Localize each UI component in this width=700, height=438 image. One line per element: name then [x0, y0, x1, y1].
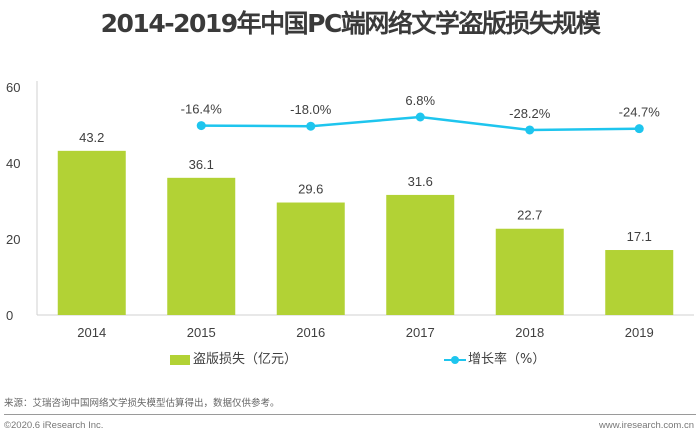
growth-line: -16.4% -18.0% 6.8% -28.2% -24.7%	[181, 93, 661, 135]
growth-value-label: 6.8%	[405, 93, 435, 108]
growth-value-label: -24.7%	[619, 105, 661, 120]
bar-2016	[276, 202, 345, 315]
bar-value-label: 43.2	[79, 130, 104, 145]
x-tick-label: 2017	[406, 325, 435, 340]
copyright: ©2020.6 iResearch Inc.	[4, 420, 104, 431]
bar-2019	[605, 250, 674, 315]
bar-2018	[495, 228, 564, 315]
y-ticks: 0 20 40 60	[6, 80, 20, 323]
source-note: 来源：艾瑞咨询中国网络文学损失模型估算得出，数据仅供参考。	[4, 398, 280, 409]
growth-point-2015	[196, 121, 206, 131]
legend-item-growth: 增长率（%）	[444, 352, 545, 368]
website-link[interactable]: www.iresearch.com.cn	[598, 420, 694, 431]
bar-value-label: 22.7	[517, 208, 542, 223]
x-tick-label: 2019	[625, 325, 654, 340]
growth-point-2018	[525, 125, 535, 135]
bar-2014	[57, 150, 126, 315]
legend-label-growth: 增长率（%）	[468, 352, 546, 367]
legend-label-loss: 盗版损失（亿元）	[193, 352, 298, 367]
legend-item-loss: 盗版损失（亿元）	[170, 352, 297, 368]
axes	[36, 81, 694, 316]
chart: 43.2 36.1 29.6 31.6 22.7 17.1 -16.4% -18.0% 6.8…	[6, 80, 694, 340]
bar-value-label: 29.6	[298, 182, 323, 197]
x-tick-label: 2016	[296, 325, 325, 340]
growth-value-label: -18.0%	[290, 102, 332, 117]
growth-point-2016	[306, 121, 316, 131]
y-tick-label: 40	[6, 156, 20, 171]
bar-2015	[167, 177, 236, 315]
footer-divider	[4, 414, 696, 415]
x-tick-label: 2018	[515, 325, 544, 340]
growth-value-label: -28.2%	[509, 106, 551, 121]
legend-bar-swatch-icon	[170, 355, 190, 365]
bar-value-label: 17.1	[627, 229, 652, 244]
bar-value-label: 31.6	[408, 174, 433, 189]
bar-value-label: 36.1	[189, 157, 214, 172]
x-tick-label: 2015	[187, 325, 216, 340]
growth-point-2019	[634, 124, 644, 134]
growth-point-2017	[415, 112, 425, 122]
y-tick-label: 0	[6, 308, 13, 323]
bar-labels: 43.2 36.1 29.6 31.6 22.7 17.1	[79, 130, 652, 244]
y-tick-label: 20	[6, 232, 20, 247]
y-tick-label: 60	[6, 80, 20, 95]
x-tick-label: 2014	[77, 325, 106, 340]
bars	[57, 150, 674, 315]
x-ticks: 2014 2015 2016 2017 2018 2019	[77, 325, 653, 340]
chart-title: 2014-2019年中国PC端网络文学盗版损失规模	[100, 9, 601, 38]
legend-line-swatch-icon	[444, 354, 466, 366]
bar-2017	[386, 194, 455, 315]
growth-value-label: -16.4%	[181, 102, 223, 117]
